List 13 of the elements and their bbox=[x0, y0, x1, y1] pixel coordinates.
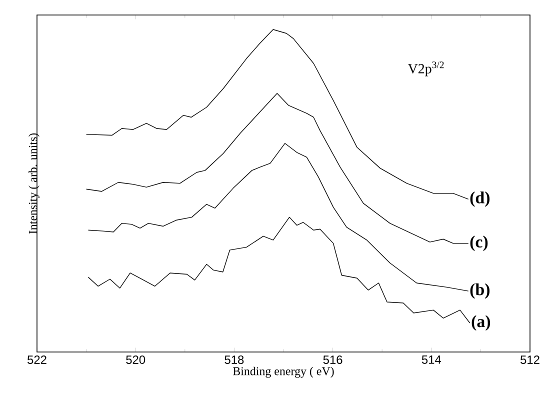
series-label: (b) bbox=[470, 283, 490, 299]
x-tick-label: 518 bbox=[224, 356, 244, 364]
y-axis-title: Intensity ( arb. units) bbox=[28, 133, 40, 234]
annotation: V2p$^{3/2}$ bbox=[408, 62, 444, 76]
x-tick-label: 512 bbox=[520, 356, 540, 364]
x-tick-label: 516 bbox=[323, 356, 342, 364]
x-tick-label: 520 bbox=[126, 356, 146, 364]
x-tick-label: 522 bbox=[28, 356, 46, 364]
series-label: (d) bbox=[470, 191, 490, 207]
series-label: (a) bbox=[472, 315, 490, 331]
x-axis-title: Binding energy ( eV) bbox=[232, 366, 334, 378]
series-label: (c) bbox=[470, 236, 488, 251]
x-tick-label: 514 bbox=[422, 356, 442, 364]
